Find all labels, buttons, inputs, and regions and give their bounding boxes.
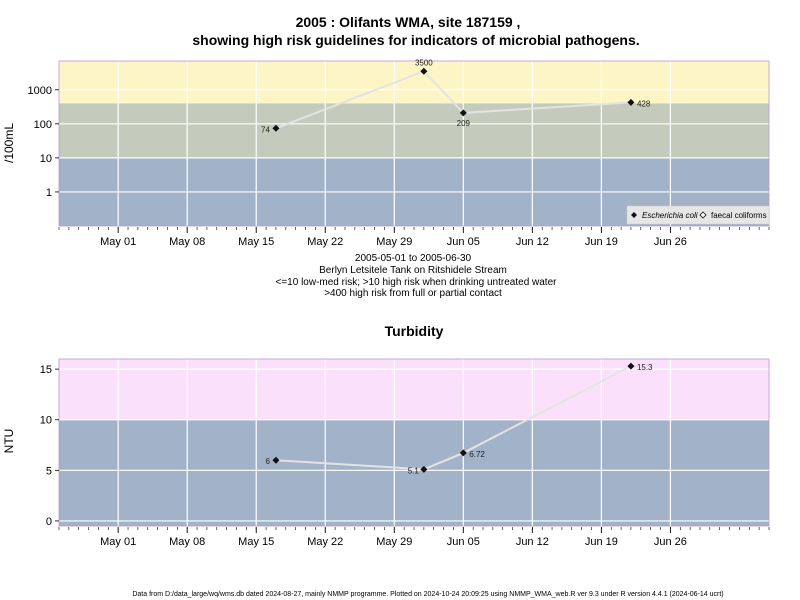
ecoli-x-tick-label: Jun 05 (447, 236, 480, 248)
ecoli-y-axis-label: /100mL (2, 123, 16, 163)
turbidity-x-tick-label: May 29 (376, 536, 412, 548)
turbidity-x-tick-label: Jun 12 (516, 536, 549, 548)
turbidity-y-tick-label: 15 (40, 364, 52, 376)
turbidity-data-point (272, 456, 280, 464)
ecoli-x-tick-label: Jun 12 (516, 236, 549, 248)
ecoli-data-point (272, 124, 280, 132)
legend: Escherichia coli faecal coliforms (626, 205, 770, 225)
ecoli-risk-band (59, 61, 769, 104)
ecoli-y-tick-label: 1 (46, 187, 52, 199)
turbidity-risk-band (59, 419, 769, 526)
footer-note: Data from D:/data_large/wq/wms.db dated … (132, 591, 723, 598)
ecoli-y-tick-label: 100 (34, 119, 52, 131)
ecoli-y-tick-label: 10 (40, 153, 52, 165)
turbidity-x-tick-label: May 15 (238, 536, 274, 548)
ecoli-data-label: 428 (637, 99, 651, 108)
turbidity-x-tick-label: Jun 19 (585, 536, 618, 548)
ecoli-plot-frame (58, 60, 770, 227)
ecoli-y-tick-label: 1000 (28, 85, 52, 97)
ecoli-x-tick-label: Jun 19 (585, 236, 618, 248)
turbidity-data-label: 5.1 (408, 466, 420, 475)
turbidity-data-label: 15.3 (637, 363, 653, 372)
ecoli-series-line (275, 70, 632, 130)
ecoli-data-point (420, 67, 428, 75)
legend-filled-diamond-icon (631, 212, 637, 218)
date-range-note: 2005-05-01 to 2005-06-30 (355, 253, 472, 264)
turbidity-y-axis-label: NTU (2, 429, 16, 454)
chart-subtitle: showing high risk guidelines for indicat… (192, 32, 639, 48)
turbidity-data-label: 6.72 (469, 450, 485, 459)
turbidity-risk-band (59, 359, 769, 420)
legend-open-diamond-icon (699, 211, 707, 219)
turbidity-x-tick-label: Jun 05 (447, 536, 480, 548)
ecoli-data-point (627, 98, 635, 106)
turbidity-x-tick-label: May 01 (100, 536, 136, 548)
ecoli-x-tick-label: May 15 (238, 236, 274, 248)
turbidity-x-tick-label: May 22 (307, 536, 343, 548)
turbidity-y-tick-label: 5 (46, 465, 52, 477)
contact-risk-note: >400 high risk from full or partial cont… (324, 288, 502, 299)
risk-guideline-note: <=10 low-med risk; >10 high risk when dr… (276, 277, 558, 288)
ecoli-x-tick-label: Jun 26 (654, 236, 687, 248)
ecoli-data-label: 3500 (415, 58, 433, 67)
ecoli-x-tick-label: May 29 (376, 236, 412, 248)
turbidity-x-tick-label: Jun 26 (654, 536, 687, 548)
turbidity-x-tick-label: May 08 (169, 536, 205, 548)
turbidity-y-tick-label: 10 (40, 415, 52, 427)
turbidity-data-point (420, 465, 428, 473)
turbidity-data-point (627, 362, 635, 370)
turbidity-title: Turbidity (385, 323, 444, 339)
ecoli-data-label: 209 (457, 119, 471, 128)
ecoli-x-tick-label: May 22 (307, 236, 343, 248)
turbidity-series-line (275, 365, 632, 471)
turbidity-data-label: 6 (265, 457, 270, 466)
site-name-note: Berlyn Letsitele Tank on Ritshidele Stre… (319, 265, 507, 276)
legend-box (626, 205, 770, 225)
turbidity-panel: 0 5 10 15 May 01 May 08 May 15 May 22 May 29 Jun … (40, 358, 770, 548)
turbidity-data-point (459, 449, 467, 457)
ecoli-data-label: 74 (261, 125, 270, 134)
turbidity-y-tick-label: 0 (46, 516, 52, 528)
ecoli-risk-band (59, 103, 769, 158)
legend-faecal-label: faecal coliforms (711, 211, 767, 220)
ecoli-data-point (459, 109, 467, 117)
ecoli-x-tick-label: May 01 (100, 236, 136, 248)
ecoli-x-tick-label: May 08 (169, 236, 205, 248)
legend-ecoli-label: Escherichia coli (642, 211, 698, 220)
ecoli-panel: 1 10 100 1000 May 01 May 08 May 15 May 22 May 29… (28, 58, 770, 248)
turbidity-plot-frame (58, 358, 770, 527)
chart-title: 2005 : Olifants WMA, site 187159 , (296, 14, 521, 30)
